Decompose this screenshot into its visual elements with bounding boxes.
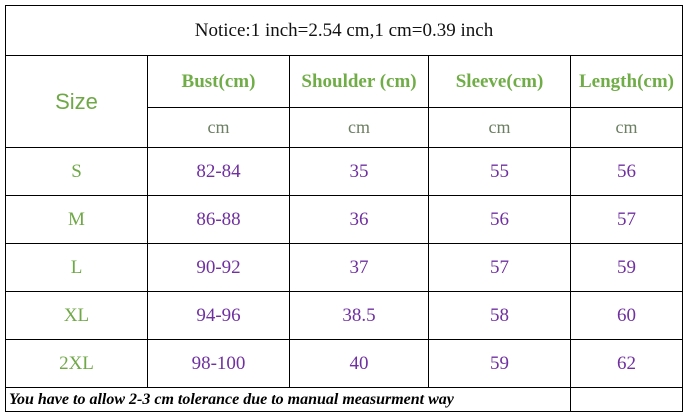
measure: 57 (428, 243, 571, 292)
measure: 86-88 (147, 195, 290, 244)
measure: 55 (428, 147, 571, 196)
unit: cm (570, 107, 683, 148)
measure: 36 (289, 195, 429, 244)
size-label: L (5, 243, 148, 292)
measure: 98-100 (147, 339, 290, 388)
column-header: Sleeve(cm) (428, 55, 571, 108)
table-row: cm cm cm cm (6, 107, 683, 148)
measure: 59 (428, 339, 571, 388)
measure: 37 (289, 243, 429, 292)
size-label: M (5, 195, 148, 244)
size-header: Size (5, 55, 148, 148)
measure: 56 (428, 195, 571, 244)
measure: 90-92 (147, 243, 290, 292)
measure: 82-84 (147, 147, 290, 196)
column-header: Bust(cm) (147, 55, 290, 108)
unit: cm (428, 107, 571, 148)
table-row: 2XL 98-100 40 59 62 (5, 339, 683, 388)
table-row: XL 94-96 38.5 58 60 (5, 291, 683, 340)
measure: 59 (570, 243, 683, 292)
measure: 38.5 (289, 291, 429, 340)
size-label: S (5, 147, 148, 196)
measure: 60 (570, 291, 683, 340)
column-header: Shoulder (cm) (289, 55, 429, 108)
table-row: You have to allow 2-3 cm tolerance due t… (5, 387, 683, 412)
table-row: M 86-88 36 56 57 (5, 195, 683, 244)
measure: 58 (428, 291, 571, 340)
table-row: Notice:1 inch=2.54 cm,1 cm=0.39 inch (5, 5, 683, 56)
table-row: Size Bust(cm) Shoulder (cm) Sleeve(cm) Lengt… (5, 55, 683, 148)
size-table: Notice:1 inch=2.54 cm,1 cm=0.39 inch Size… (5, 5, 683, 412)
measure: 56 (570, 147, 683, 196)
table-row: S 82-84 35 55 56 (5, 147, 683, 196)
unit: cm (289, 107, 429, 148)
footer-note: You have to allow 2-3 cm tolerance due t… (5, 387, 571, 412)
table-row: L 90-92 37 57 59 (5, 243, 683, 292)
measure: 35 (289, 147, 429, 196)
unit: cm (147, 107, 290, 148)
empty-cell (570, 387, 683, 412)
measure: 94-96 (147, 291, 290, 340)
measure: 40 (289, 339, 429, 388)
measure: 57 (570, 195, 683, 244)
measure: 62 (570, 339, 683, 388)
column-header: Length(cm) (570, 55, 683, 108)
size-label: XL (5, 291, 148, 340)
size-label: 2XL (5, 339, 148, 388)
notice: Notice:1 inch=2.54 cm,1 cm=0.39 inch (5, 5, 683, 56)
